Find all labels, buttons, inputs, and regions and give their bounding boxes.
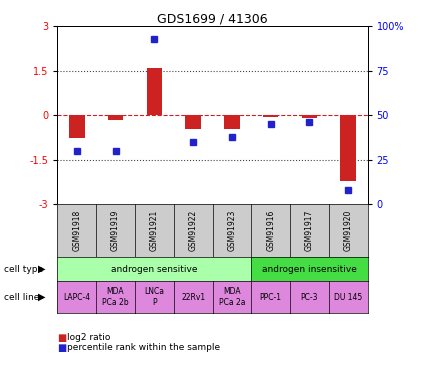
Text: ▶: ▶ [38, 292, 45, 302]
Text: LAPC-4: LAPC-4 [63, 292, 91, 302]
Text: MDA
PCa 2a: MDA PCa 2a [218, 288, 245, 307]
Text: GSM91920: GSM91920 [344, 210, 353, 251]
Text: androgen insensitive: androgen insensitive [262, 265, 357, 274]
Bar [263, 116, 278, 117]
Text: LNCa
P: LNCa P [144, 288, 164, 307]
Text: ▶: ▶ [38, 264, 45, 274]
Text: 22Rv1: 22Rv1 [181, 292, 205, 302]
Text: cell line: cell line [4, 292, 40, 302]
Text: GSM91922: GSM91922 [189, 210, 198, 251]
Bar [108, 116, 123, 120]
Bar [224, 116, 240, 129]
Title: GDS1699 / 41306: GDS1699 / 41306 [157, 12, 268, 25]
Text: MDA
PCa 2b: MDA PCa 2b [102, 288, 129, 307]
Text: PPC-1: PPC-1 [260, 292, 282, 302]
Text: GSM91917: GSM91917 [305, 210, 314, 251]
Text: percentile rank within the sample: percentile rank within the sample [67, 343, 220, 352]
Bar [185, 116, 201, 129]
Bar [69, 116, 85, 138]
Text: ■: ■ [57, 333, 67, 342]
Text: ■: ■ [57, 343, 67, 352]
Text: cell type: cell type [4, 265, 43, 274]
Text: DU 145: DU 145 [334, 292, 363, 302]
Text: PC-3: PC-3 [301, 292, 318, 302]
Bar [147, 68, 162, 116]
Text: androgen sensitive: androgen sensitive [111, 265, 198, 274]
Text: GSM91921: GSM91921 [150, 210, 159, 251]
Text: log2 ratio: log2 ratio [67, 333, 110, 342]
Text: GSM91919: GSM91919 [111, 210, 120, 251]
Bar [340, 116, 356, 181]
Text: GSM91918: GSM91918 [72, 210, 81, 251]
Bar [302, 116, 317, 118]
Text: GSM91923: GSM91923 [227, 210, 236, 251]
Text: GSM91916: GSM91916 [266, 210, 275, 251]
